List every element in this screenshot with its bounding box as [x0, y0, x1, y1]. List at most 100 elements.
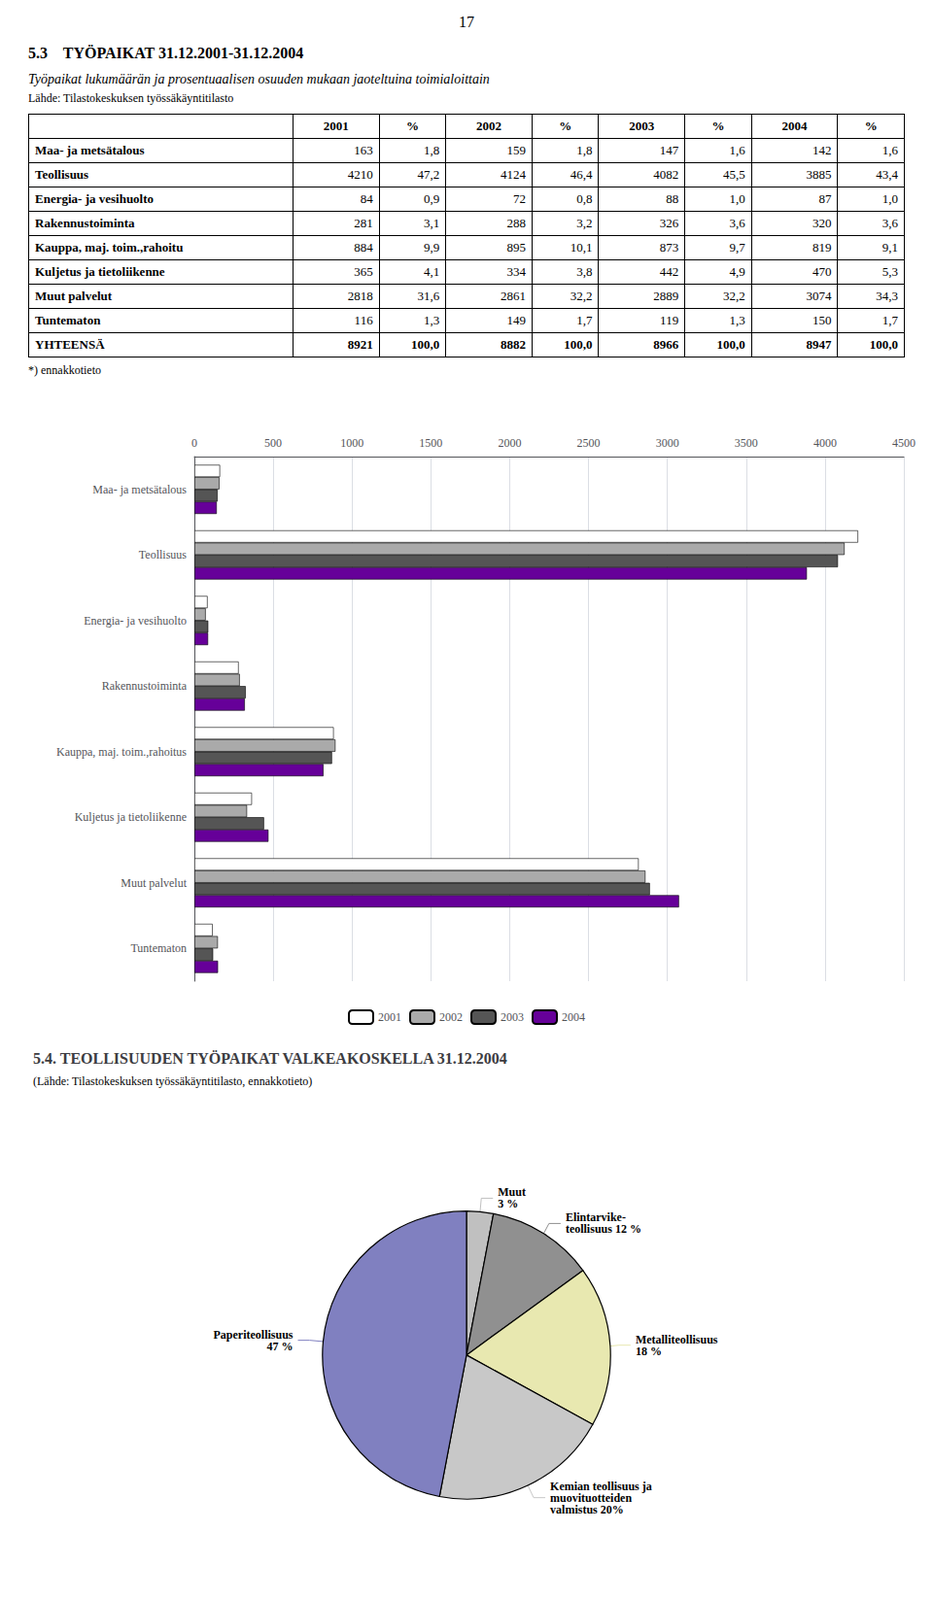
- html-text:895: 895: [506, 240, 526, 255]
- html-text:365: 365: [353, 264, 373, 279]
- svg-text:18 %: 18 %: [635, 1345, 662, 1359]
- html-text:2002: 2002: [476, 118, 502, 134]
- html-text:2818: 2818: [347, 288, 373, 304]
- html-text:5.3 TYÖPAIKAT 31.12.2001-31.12: 5.3 TYÖPAIKAT 31.12.2001-31.12.2004: [28, 44, 304, 62]
- svg-text:Kauppa, maj. toim.,rahoitus: Kauppa, maj. toim.,rahoitus: [56, 745, 187, 760]
- html-text:1,3: 1,3: [729, 312, 746, 328]
- html-text:3,6: 3,6: [729, 215, 746, 231]
- html-text:4082: 4082: [653, 167, 679, 182]
- svg-text:3500: 3500: [734, 436, 759, 450]
- svg-text:3 %: 3 %: [497, 1197, 519, 1211]
- html-text:43,4: 43,4: [875, 167, 899, 182]
- svg-text:Teollisuus: Teollisuus: [138, 548, 187, 562]
- html-text:1,0: 1,0: [729, 191, 746, 207]
- svg-text:Kuljetus ja tietoliikenne: Kuljetus ja tietoliikenne: [74, 810, 187, 825]
- html-text:4210: 4210: [347, 167, 373, 182]
- html-text:819: 819: [812, 240, 832, 255]
- html-text:46,4: 46,4: [570, 167, 593, 182]
- html-text:147: 147: [659, 142, 679, 158]
- html-text:Teollisuus: Teollisuus: [34, 167, 89, 182]
- html-text:884: 884: [353, 240, 373, 255]
- svg-text:0: 0: [191, 436, 198, 450]
- html-text:119: 119: [660, 312, 679, 328]
- svg-text:Muut palvelut: Muut palvelut: [120, 876, 187, 891]
- html-text:1,8: 1,8: [576, 142, 593, 158]
- html-text:1,3: 1,3: [423, 312, 440, 328]
- html-text:320: 320: [812, 215, 832, 231]
- html-text:150: 150: [812, 312, 832, 328]
- svg-text:(Lähde: Tilastokeskuksen työss: (Lähde: Tilastokeskuksen työssäkäyntitil…: [33, 1074, 312, 1089]
- svg-text:teollisuus 12 %: teollisuus 12 %: [565, 1222, 642, 1237]
- svg-text:500: 500: [264, 436, 282, 450]
- html-text:4,1: 4,1: [423, 264, 440, 279]
- svg-text:Rakennustoiminta: Rakennustoiminta: [102, 679, 188, 693]
- html-text:10,1: 10,1: [570, 240, 593, 255]
- svg-text:4000: 4000: [813, 436, 837, 450]
- svg-text:1000: 1000: [340, 436, 364, 450]
- html-text:326: 326: [659, 215, 679, 231]
- html-text:3,1: 3,1: [423, 215, 440, 231]
- html-text:Kuljetus ja tietoliikenne: Kuljetus ja tietoliikenne: [34, 264, 165, 279]
- html-text:Kauppa, maj. toim.,rahoitu: Kauppa, maj. toim.,rahoitu: [34, 240, 184, 255]
- html-text:9,7: 9,7: [729, 240, 746, 255]
- svg-text:2001: 2001: [378, 1010, 402, 1025]
- html-text:2861: 2861: [500, 288, 526, 304]
- html-text:116: 116: [354, 312, 373, 328]
- html-text:159: 159: [506, 142, 526, 158]
- svg-text:2002: 2002: [439, 1010, 463, 1025]
- html-text:Rakennustoiminta: Rakennustoiminta: [34, 215, 135, 231]
- html-text:4124: 4124: [500, 167, 526, 182]
- html-text:Energia- ja vesihuolto: Energia- ja vesihuolto: [34, 191, 154, 207]
- html-text:45,5: 45,5: [723, 167, 746, 182]
- html-text:3,2: 3,2: [576, 215, 593, 231]
- html-text:32,2: 32,2: [723, 288, 746, 304]
- html-text:0,8: 0,8: [576, 191, 593, 207]
- html-text:0,9: 0,9: [423, 191, 440, 207]
- html-text:9,1: 9,1: [882, 240, 899, 255]
- svg-text:5.4. TEOLLISUUDEN TYÖPAIKAT VA: 5.4. TEOLLISUUDEN TYÖPAIKAT VALKEAKOSKEL…: [33, 1050, 508, 1068]
- svg-text:valmistus 20%: valmistus 20%: [550, 1503, 624, 1518]
- svg-text:2003: 2003: [500, 1010, 524, 1025]
- html-text:34,3: 34,3: [875, 288, 899, 304]
- svg-text:47 %: 47 %: [267, 1340, 294, 1354]
- html-text:2001: 2001: [323, 118, 349, 134]
- html-text:47,2: 47,2: [417, 167, 440, 182]
- html-text:3,6: 3,6: [882, 215, 899, 231]
- svg-text:4500: 4500: [892, 436, 916, 450]
- html-text:Maa- ja metsätalous: Maa- ja metsätalous: [34, 142, 145, 158]
- svg-text:3000: 3000: [656, 436, 680, 450]
- svg-text:2000: 2000: [497, 436, 521, 450]
- html-text:2003: 2003: [629, 118, 655, 134]
- svg-text:1500: 1500: [418, 436, 443, 450]
- html-text:9,9: 9,9: [423, 240, 440, 255]
- html-text:1,0: 1,0: [882, 191, 899, 207]
- html-text:3885: 3885: [806, 167, 832, 182]
- svg-text:Tuntematon: Tuntematon: [130, 941, 187, 956]
- html-text:1,7: 1,7: [576, 312, 593, 328]
- html-text:149: 149: [506, 312, 526, 328]
- html-text:2889: 2889: [653, 288, 679, 304]
- svg-text:2500: 2500: [577, 436, 601, 450]
- html-text:17: 17: [458, 13, 475, 31]
- svg-text:2004: 2004: [561, 1010, 586, 1025]
- html-text:32,2: 32,2: [570, 288, 593, 304]
- html-text:873: 873: [659, 240, 679, 255]
- html-text:1,6: 1,6: [882, 142, 899, 158]
- html-text:1,7: 1,7: [882, 312, 899, 328]
- html-text:31,6: 31,6: [417, 288, 440, 304]
- html-text:3,8: 3,8: [576, 264, 593, 279]
- html-text:1,6: 1,6: [729, 142, 746, 158]
- html-text:288: 288: [506, 215, 526, 231]
- html-text:3074: 3074: [806, 288, 832, 304]
- html-text:Muut palvelut: Muut palvelut: [34, 288, 112, 304]
- svg-text:Energia- ja vesihuolto: Energia- ja vesihuolto: [83, 614, 187, 628]
- html-text:334: 334: [506, 264, 526, 279]
- html-text:2004: 2004: [781, 118, 808, 134]
- html-text:1,8: 1,8: [423, 142, 440, 158]
- html-text:Tuntematon: Tuntematon: [34, 312, 101, 328]
- html-text:281: 281: [353, 215, 373, 231]
- html-text:163: 163: [353, 142, 373, 158]
- svg-text:Maa- ja metsätalous: Maa- ja metsätalous: [92, 483, 187, 497]
- html-text:Työpaikat lukumäärän ja prosen: Työpaikat lukumäärän ja prosentuaalisen …: [28, 71, 490, 87]
- html-text:142: 142: [812, 142, 832, 158]
